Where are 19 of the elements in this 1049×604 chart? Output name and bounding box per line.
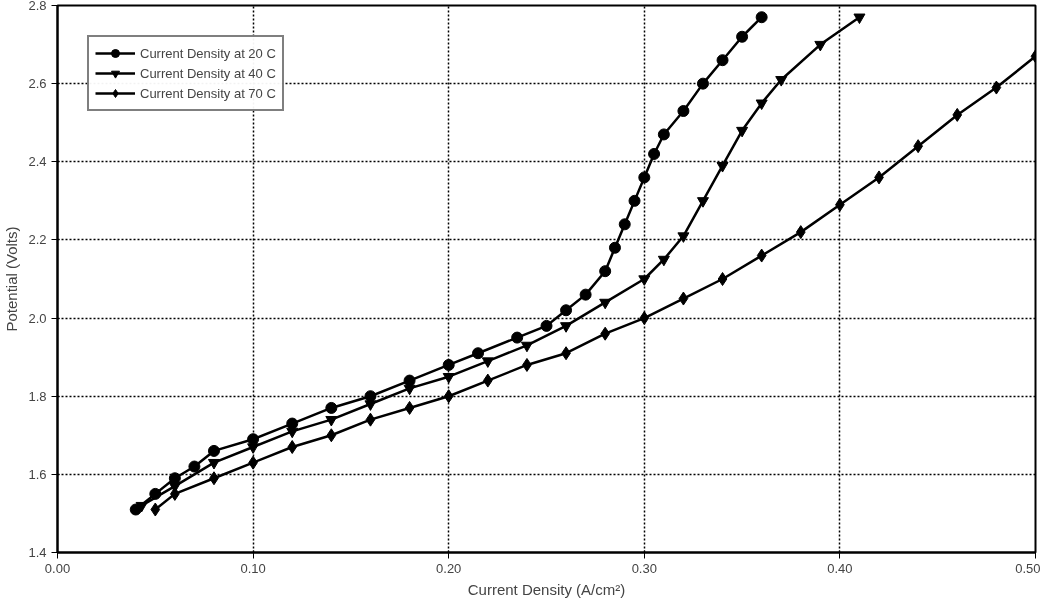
y-tick-label: 2.8 [28, 0, 47, 13]
y-tick-label: 2.0 [28, 310, 47, 326]
y-tick-label: 1.6 [28, 466, 47, 482]
legend-label: Current Density at 40 C [140, 64, 276, 83]
legend-label: Current Density at 20 C [140, 44, 276, 63]
x-axis-title: Current Density (A/cm²) [467, 580, 626, 598]
y-tick-label: 2.6 [28, 76, 47, 92]
y-tick-label: 1.4 [28, 545, 47, 560]
y-axis-title: Potential (Volts) [3, 226, 21, 332]
x-tick-label: 0.40 [827, 560, 853, 576]
x-tick-label: 0.00 [44, 560, 71, 576]
x-tick-label: 0.50 [1015, 560, 1041, 576]
x-tick-label: 0.10 [240, 560, 266, 576]
y-tick-label: 2.2 [28, 232, 47, 248]
legend-label: Current Density at 70 C [140, 84, 276, 103]
x-tick-label: 0.20 [436, 560, 462, 576]
y-tick-label: 2.4 [28, 154, 47, 170]
y-tick-label: 1.8 [28, 388, 47, 404]
x-tick-label: 0.30 [631, 560, 657, 576]
